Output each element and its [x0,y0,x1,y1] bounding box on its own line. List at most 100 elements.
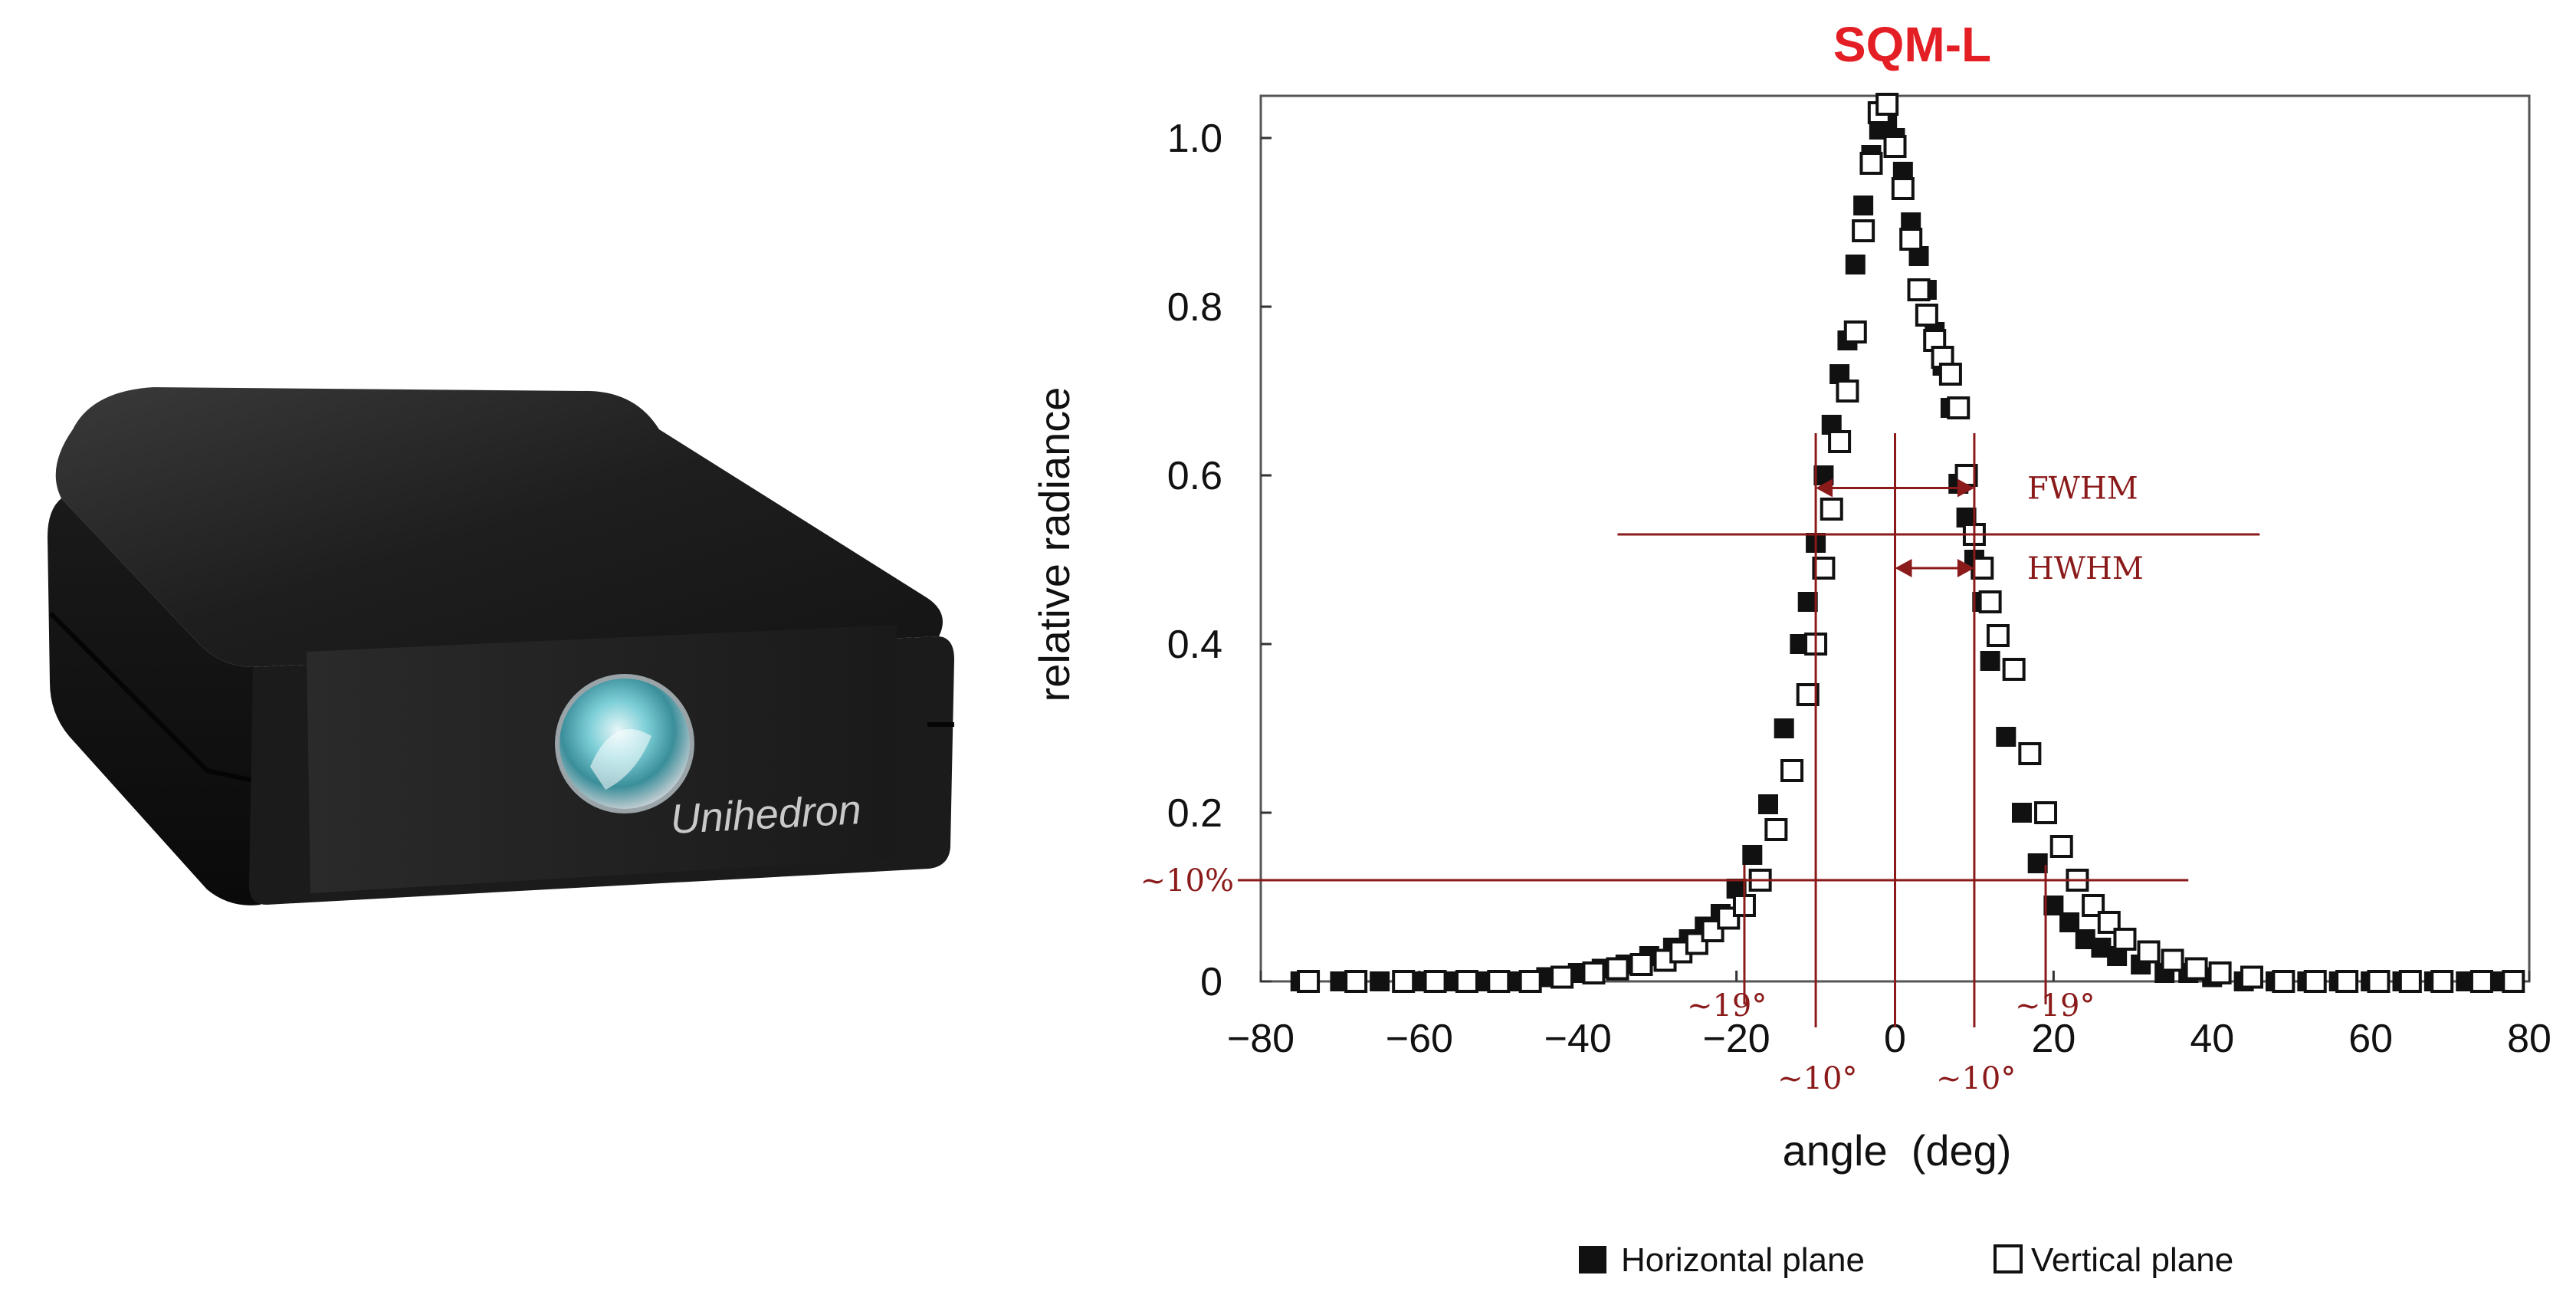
hwhm-arrowhead-right [1957,559,1974,577]
data-point-vertical [1836,380,1859,403]
data-point-vertical [1297,970,1321,993]
data-point-vertical [1582,961,1606,984]
data-point-vertical [2303,970,2327,993]
data-point-horizontal [2043,896,2064,915]
x-axis-title: angle (deg) [1783,1126,2012,1175]
data-point-vertical [2097,911,2121,934]
x-tick-label: −60 [1386,1017,1453,1061]
data-point-vertical [1455,970,1478,993]
data-point-vertical [1907,278,1931,301]
data-point-vertical [1764,818,1788,841]
brand-label: Unihedron [669,787,862,843]
series-horizontal-plane [1290,111,2508,991]
data-point-horizontal [1845,255,1866,274]
data-point-vertical [2335,970,2359,993]
data-point-vertical [2502,970,2525,993]
data-point-vertical [1915,304,1938,327]
annotations: FWHM HWHM ~10% ~19° ~19° ~10° ~10° [1140,433,2260,1096]
data-point-vertical [2018,742,2042,765]
data-point-horizontal [1853,196,1874,215]
data-point-horizontal [1742,845,1763,865]
data-point-vertical [1852,219,1875,242]
hwhm-label: HWHM [2027,551,2144,587]
y-tick-label: 0.2 [1167,791,1222,836]
data-point-vertical [1518,970,1542,993]
data-point-vertical [1883,135,1907,158]
data-point-vertical [1487,970,1511,993]
data-point-vertical [1859,152,1883,175]
data-point-vertical [1978,590,2002,613]
y-tick-label: 1.0 [1167,117,1222,161]
data-point-vertical [2034,801,2058,824]
data-point-vertical [2240,965,2263,989]
legend-horizontal-label: Horizontal plane [1621,1241,1865,1279]
data-point-horizontal [2059,912,2080,932]
legend-vertical-marker [1994,1244,2023,1273]
data-point-vertical [1685,932,1708,955]
fwhm-arrowhead-right [1957,478,1974,498]
data-point-vertical [2082,894,2105,917]
data-point-vertical [2002,658,2026,681]
data-point-vertical [1947,396,1971,419]
y-tick-label: 0.8 [1167,285,1222,330]
data-point-vertical [2272,970,2295,993]
x-tick-label: 60 [2348,1017,2393,1061]
data-point-vertical [1891,177,1915,200]
data-point-vertical [2161,948,2184,972]
y-tick-label: 0.4 [1167,623,1222,667]
x-tick-label: −20 [1703,1017,1770,1061]
x-tick-label: 20 [2031,1017,2076,1061]
chart-title: SQM-L [1833,17,1991,72]
data-point-horizontal [1370,971,1390,991]
data-point-vertical [2184,957,2208,981]
data-point-vertical [1551,965,1574,989]
series-vertical-plane [1297,93,2525,993]
right-10deg-label: ~10° [1936,1061,2016,1096]
fwhm-label: FWHM [2027,472,2138,507]
legend: Horizontal plane Vertical plane [1579,1241,2233,1279]
fwhm-arrowhead-left [1816,478,1833,498]
data-point-vertical [1899,228,1923,251]
data-point-vertical [1423,970,1447,993]
data-point-vertical [2137,940,2161,964]
legend-horizontal-marker [1579,1246,1606,1273]
ten-percent-label: ~10% [1140,863,1234,899]
data-point-horizontal [2027,853,2048,873]
data-point-vertical [2367,970,2391,993]
legend-vertical-label: Vertical plane [2031,1241,2233,1279]
data-point-vertical [1828,430,1852,453]
data-point-vertical [2398,970,2422,993]
data-point-vertical [2430,970,2454,993]
x-tick-label: 40 [2190,1017,2234,1061]
data-point-vertical [2049,835,2073,858]
data-point-vertical [1344,970,1368,993]
data-point-horizontal [1996,727,2016,747]
data-point-horizontal [1758,794,1778,814]
data-point-vertical [1796,683,1820,706]
data-point-vertical [2469,970,2493,993]
data-point-vertical [1843,320,1867,343]
data-point-vertical [1780,759,1804,782]
right-19deg-label: ~19° [2015,988,2095,1024]
y-tick-label: 0 [1200,960,1222,1004]
data-point-horizontal [1774,718,1794,738]
data-point-vertical [2113,928,2137,951]
data-point-vertical [2208,961,2232,984]
left-19deg-label: ~19° [1687,988,1767,1024]
data-point-vertical [1629,953,1653,976]
data-point-vertical [1820,498,1843,521]
hwhm-arrowhead-left [1895,559,1912,577]
sqm-device-photo: Unihedron [48,387,954,905]
data-point-horizontal [1980,651,2000,671]
data-point-horizontal [2012,803,2032,823]
data-point-vertical [1875,93,1899,116]
data-point-vertical [1938,363,1962,386]
y-tick-label: 0.6 [1167,454,1222,498]
data-point-vertical [1392,970,1416,993]
y-axis-title: relative radiance [1030,387,1078,702]
x-tick-label: −80 [1227,1017,1295,1061]
x-tick-label: 80 [2507,1017,2551,1061]
data-point-horizontal [1797,592,1818,612]
x-tick-label: −40 [1544,1017,1612,1061]
